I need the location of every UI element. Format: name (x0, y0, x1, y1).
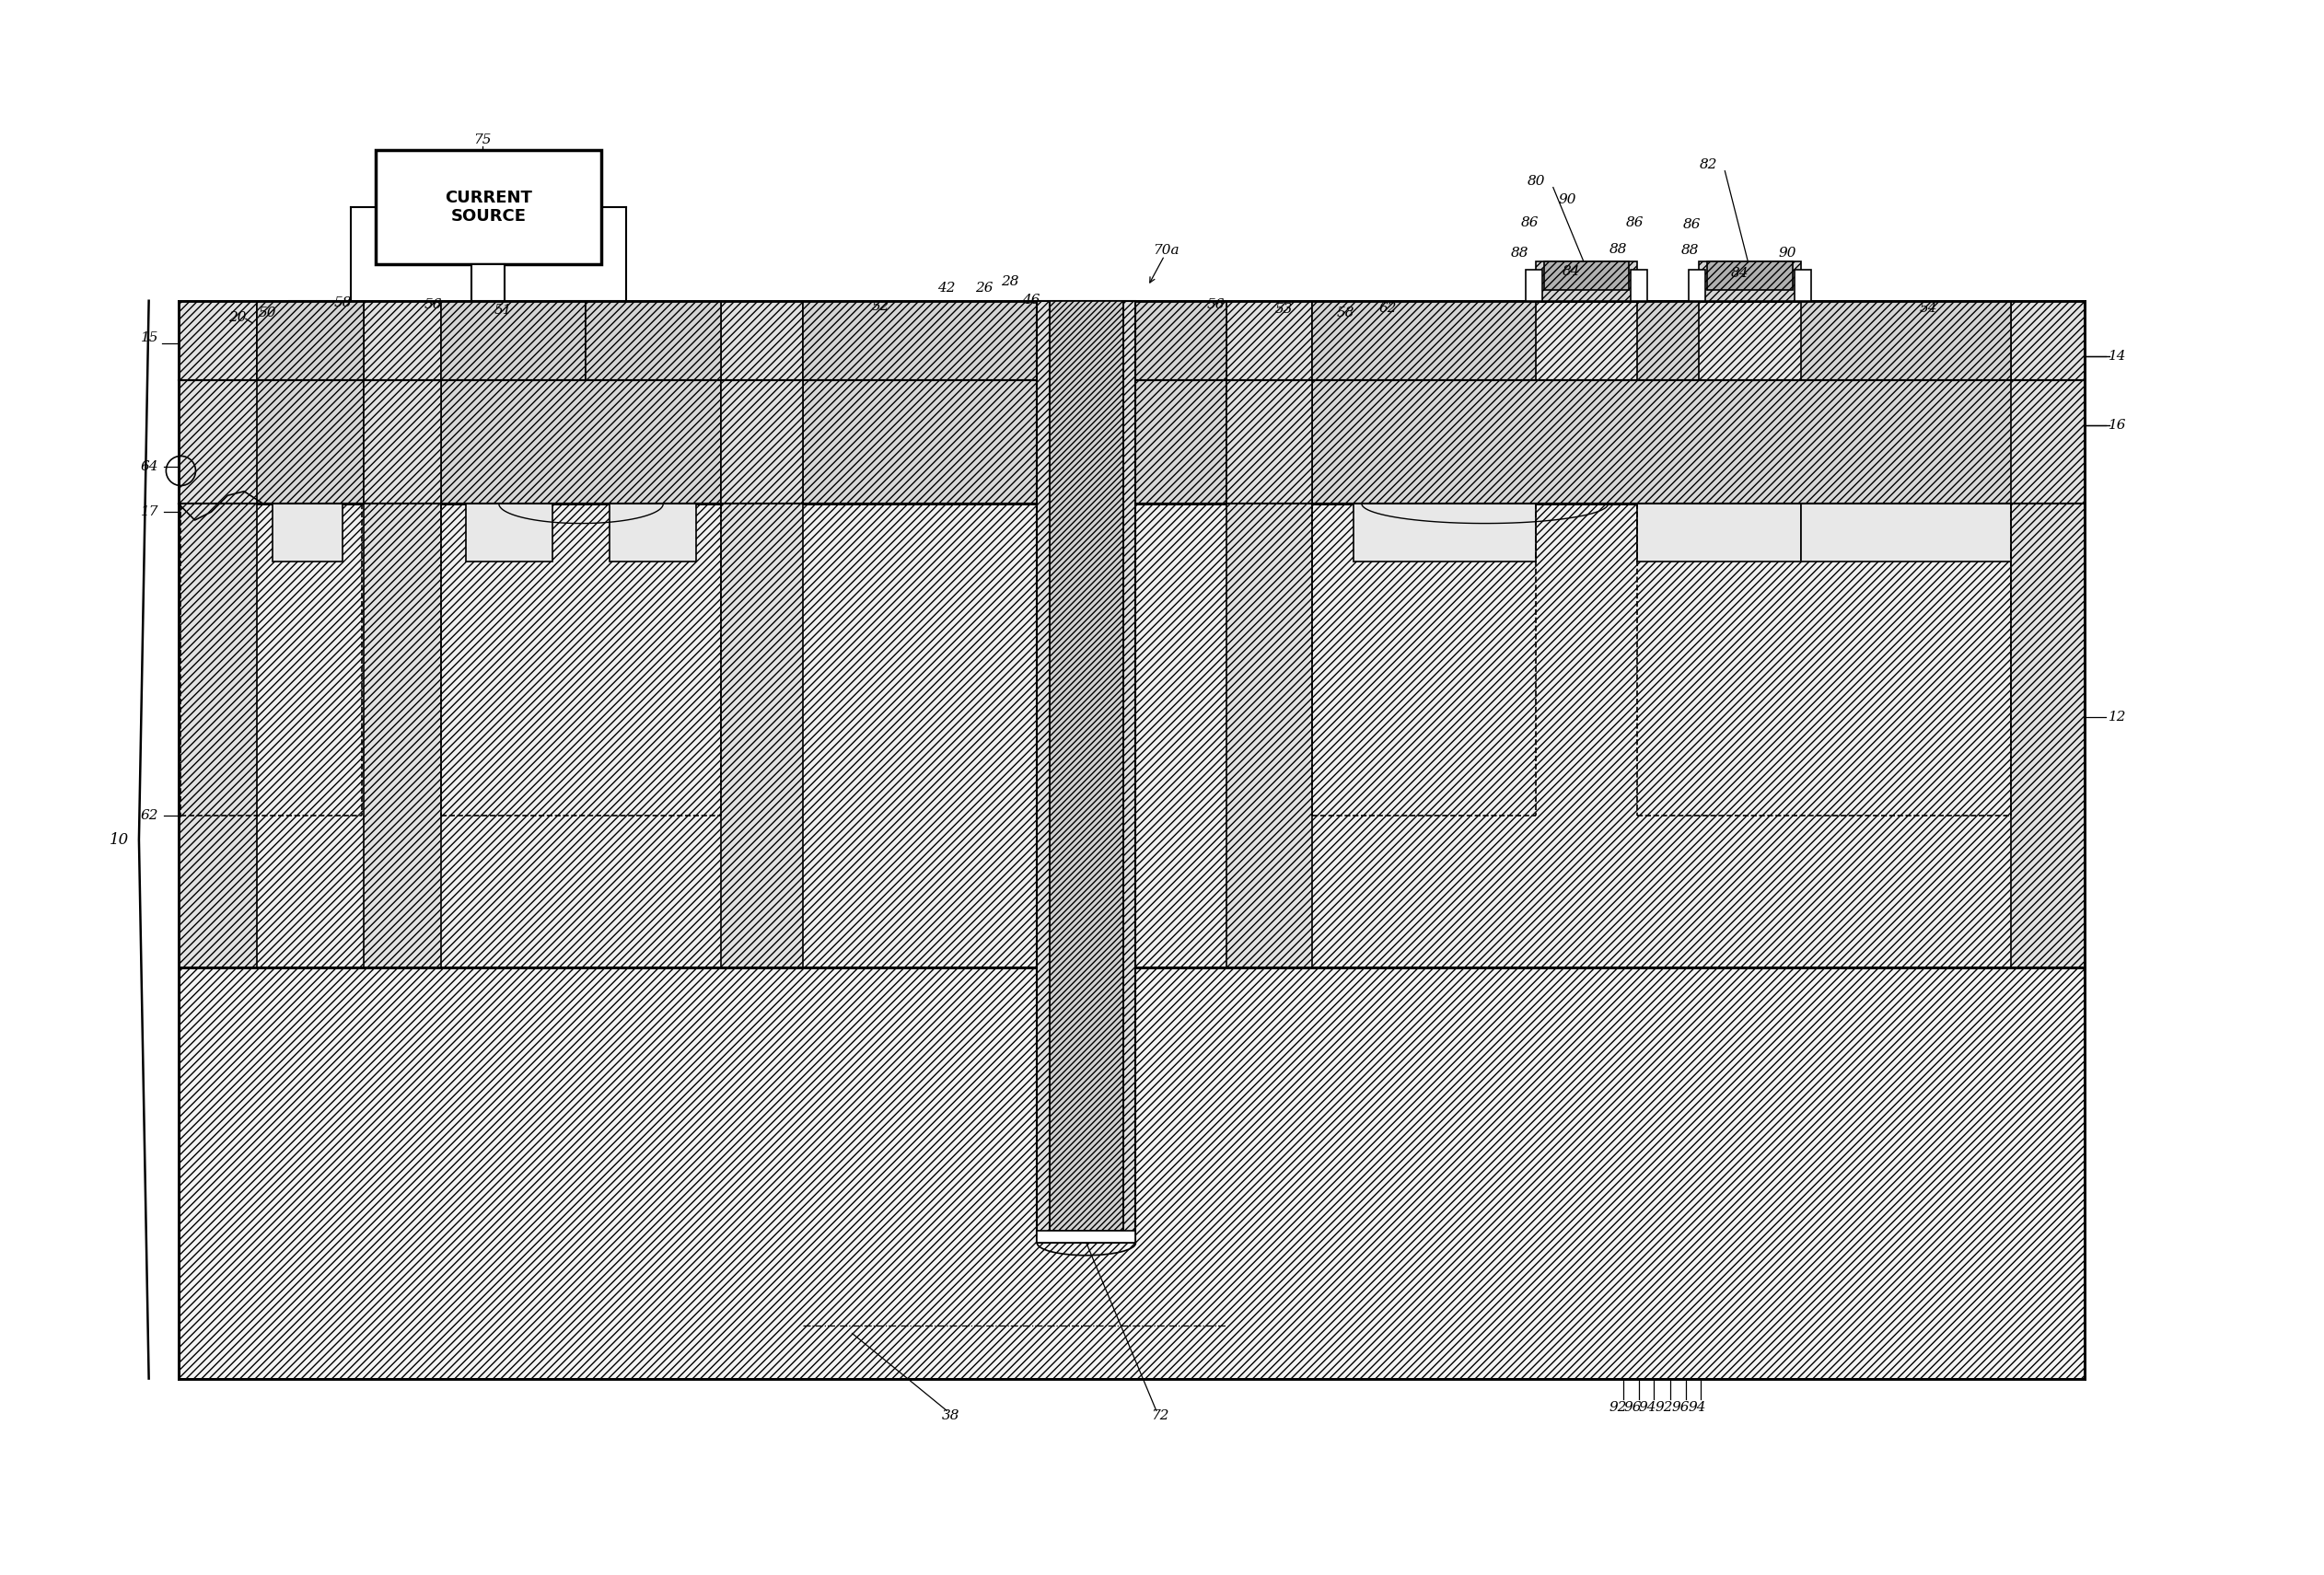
Bar (1037, 301, 1136, 1243)
Text: 82: 82 (1699, 159, 1717, 172)
Bar (376, 151, 602, 263)
Bar (1801, 301, 2010, 381)
Bar (1050, 301, 1122, 1230)
Text: 86: 86 (1522, 216, 1538, 230)
Text: 96: 96 (1624, 1400, 1641, 1414)
Text: 75: 75 (474, 134, 490, 146)
Text: 16: 16 (2108, 419, 2126, 432)
Bar (442, 381, 720, 504)
Text: 62: 62 (142, 810, 158, 822)
Text: 12: 12 (2108, 710, 2126, 723)
Bar (272, 504, 342, 561)
Text: 84: 84 (1562, 266, 1580, 279)
Text: 58: 58 (1336, 307, 1355, 320)
Text: 92: 92 (1608, 1400, 1627, 1414)
Text: 56: 56 (1206, 298, 1225, 312)
Bar (1037, 1230, 1136, 1243)
Bar (1543, 261, 1629, 290)
Bar (1706, 261, 1794, 290)
Bar (802, 301, 1037, 381)
Text: 42: 42 (937, 282, 955, 295)
Text: 86: 86 (1683, 217, 1701, 232)
Text: 64: 64 (142, 460, 158, 472)
Bar (467, 504, 553, 561)
Text: 52: 52 (872, 301, 890, 313)
Text: 96: 96 (1671, 1400, 1690, 1414)
Text: 88: 88 (1608, 243, 1627, 255)
Bar (179, 967, 2085, 1378)
Bar (256, 301, 363, 381)
Bar (802, 381, 1227, 504)
Bar (1699, 261, 1801, 301)
Bar (1794, 269, 1810, 301)
Text: 46: 46 (1023, 293, 1041, 307)
Bar (442, 301, 586, 381)
Text: 51: 51 (495, 304, 511, 317)
Text: 28: 28 (1002, 276, 1018, 288)
Text: 86: 86 (1624, 216, 1643, 230)
Text: 58: 58 (335, 296, 351, 309)
Bar (1136, 301, 1227, 381)
Text: 26: 26 (974, 282, 992, 295)
Text: 54: 54 (1920, 302, 1938, 315)
Text: 15: 15 (142, 331, 158, 345)
Text: 56: 56 (425, 298, 442, 312)
Bar (586, 301, 720, 381)
Text: 70a: 70a (1153, 244, 1178, 257)
Text: 53: 53 (1274, 302, 1292, 315)
Text: 50: 50 (258, 307, 277, 320)
Bar (179, 301, 2085, 504)
Bar (472, 263, 504, 301)
Bar (1313, 301, 1536, 381)
Text: 17: 17 (142, 506, 158, 518)
Text: 94: 94 (1687, 1400, 1706, 1414)
Text: 62: 62 (1378, 302, 1397, 315)
Text: 80: 80 (1527, 175, 1545, 187)
Bar (1801, 504, 2010, 561)
Bar (720, 301, 802, 967)
Text: 92: 92 (1655, 1400, 1673, 1414)
Bar (1353, 504, 1536, 561)
Text: CURRENT
SOURCE: CURRENT SOURCE (444, 189, 532, 225)
Bar (1690, 269, 1706, 301)
Text: 88: 88 (1680, 244, 1699, 257)
Text: 14: 14 (2108, 350, 2126, 362)
Text: 94: 94 (1638, 1400, 1657, 1414)
Bar (1636, 504, 1801, 561)
Bar (2010, 301, 2085, 967)
Text: 72: 72 (1150, 1410, 1169, 1422)
Bar (1631, 269, 1648, 301)
Bar (363, 301, 442, 967)
Bar (179, 301, 256, 967)
Text: 84: 84 (1731, 268, 1748, 280)
Bar (179, 504, 2085, 967)
Text: 88: 88 (1511, 247, 1529, 260)
Text: 90: 90 (1778, 247, 1796, 260)
Text: 20: 20 (228, 310, 246, 323)
Bar (1527, 269, 1543, 301)
Text: 38: 38 (941, 1410, 960, 1422)
Bar (1636, 301, 1699, 381)
Text: 10: 10 (109, 832, 130, 847)
Bar (609, 504, 697, 561)
Text: 90: 90 (1557, 194, 1576, 206)
Bar (1227, 301, 1313, 967)
Bar (1536, 261, 1636, 301)
Bar (179, 381, 363, 504)
Bar (1313, 381, 2085, 504)
